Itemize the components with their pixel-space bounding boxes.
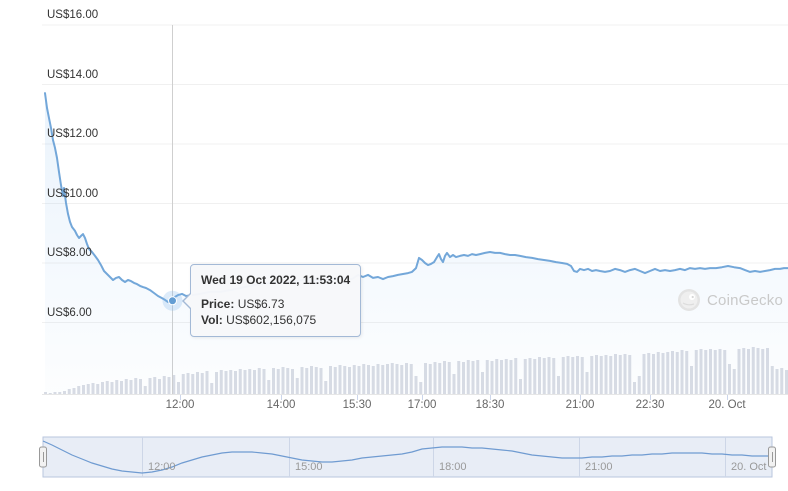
tooltip-volume-value: US$602,156,075 [226, 313, 317, 327]
y-axis-label: US$16.00 [47, 9, 99, 21]
x-axis-label: 22:30 [635, 399, 665, 411]
tooltip-price-row: Price: US$6.73 [201, 296, 350, 312]
tooltip-volume-label: Vol: [201, 313, 223, 327]
coingecko-logo-icon [678, 289, 700, 311]
price-area-fill [45, 93, 788, 394]
x-axis-label: 14:00 [266, 399, 296, 411]
x-axis-label: 15:30 [342, 399, 372, 411]
watermark-text: CoinGecko [707, 291, 784, 309]
y-axis-label: US$10.00 [47, 187, 99, 200]
y-axis-label: US$6.00 [47, 306, 92, 319]
chart-tooltip: Wed 19 Oct 2022, 11:53:04 Price: US$6.73… [181, 264, 362, 337]
x-axis-label: 18:30 [475, 399, 505, 411]
tooltip-volume-row: Vol: US$602,156,075 [201, 312, 350, 328]
navigator-axis-label: 12:00 [148, 461, 176, 473]
selected-point-marker[interactable] [168, 296, 177, 306]
x-axis-label: 20. Oct [708, 399, 746, 411]
y-axis-label: US$14.00 [47, 68, 99, 81]
price-line[interactable] [44, 92, 788, 303]
x-axis-label: 17:00 [407, 399, 437, 411]
x-axis-label: 12:00 [165, 399, 195, 411]
y-axis-label: US$8.00 [47, 247, 92, 259]
tooltip-datetime: Wed 19 Oct 2022, 11:53:04 [201, 273, 351, 287]
navigator-axis-label: 18:00 [439, 461, 467, 473]
coingecko-watermark: CoinGecko [676, 287, 783, 313]
navigator-axis-label: 21:00 [585, 461, 613, 473]
navigator-series-line [42, 440, 772, 474]
navigator-axis-label: 20. Oct [731, 461, 767, 473]
tooltip-price-label: Price: [201, 297, 235, 311]
tooltip-price-value: US$6.73 [237, 297, 285, 311]
x-axis-label: 21:00 [565, 399, 595, 411]
navigator-axis-label: 15:00 [295, 461, 323, 473]
y-axis-label: US$12.00 [47, 128, 99, 140]
